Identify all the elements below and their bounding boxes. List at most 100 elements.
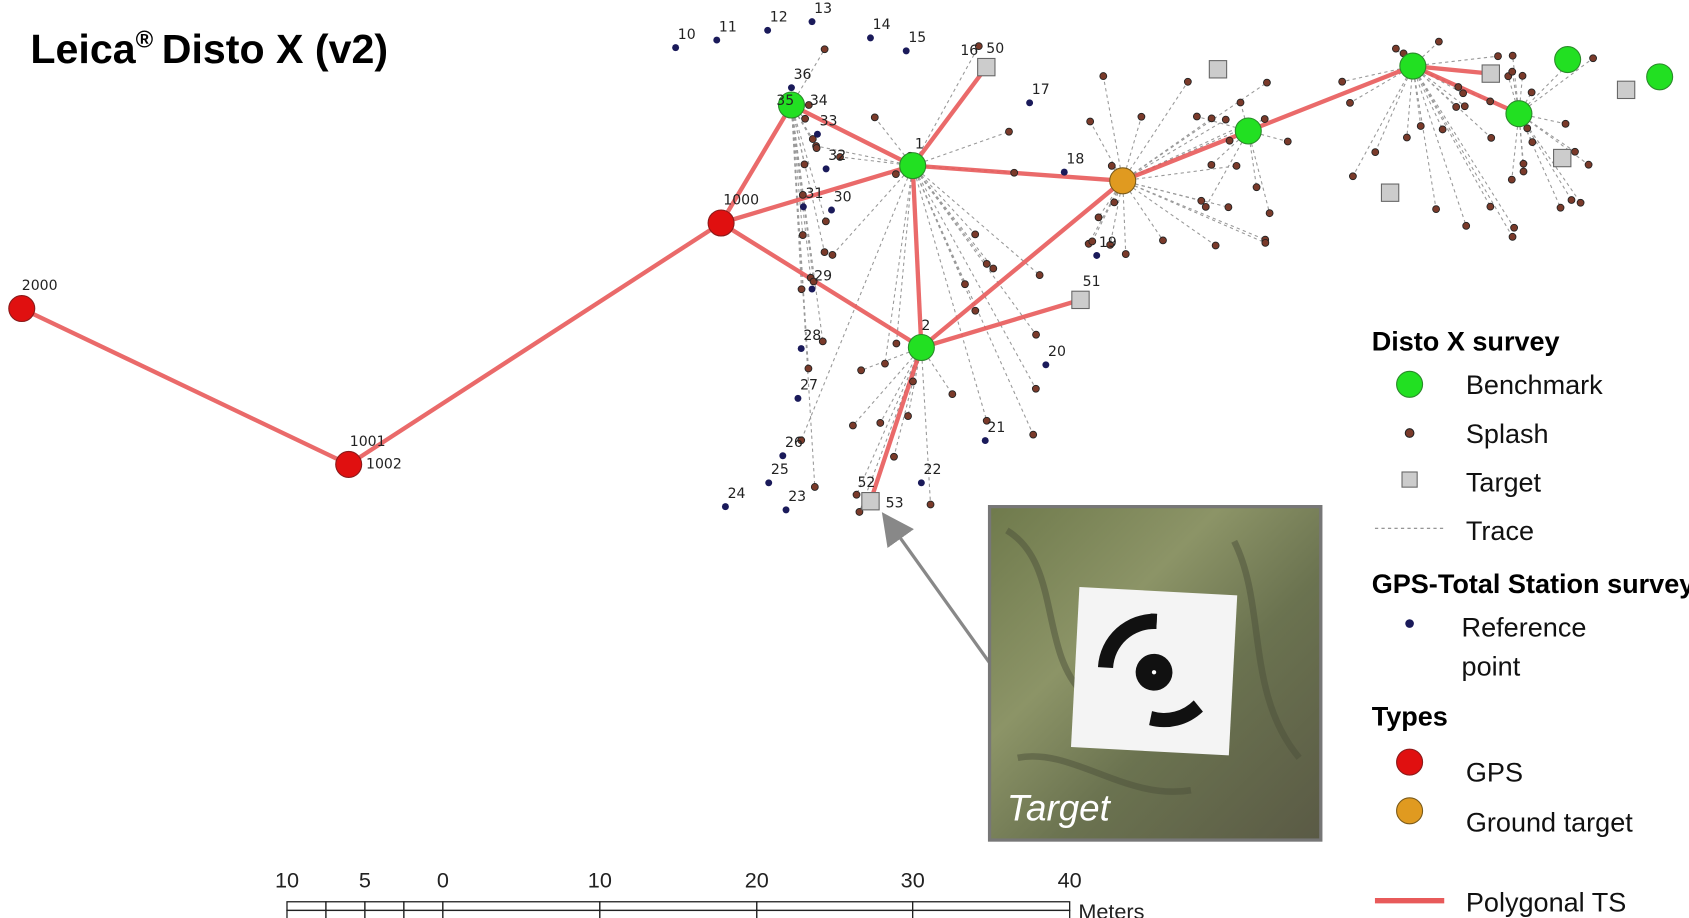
target [1072,291,1089,308]
reference-label: 36 [794,67,812,83]
splash-point [1372,149,1379,156]
reference-point [1093,252,1100,259]
legend-target-symbol [1402,472,1417,487]
scale-segment [757,902,913,911]
splash-point [1347,99,1354,106]
splash-point [1193,113,1200,120]
reference-point [867,34,874,41]
title-brand: Leica [30,26,136,72]
trace [791,105,822,341]
splash-point [1202,203,1209,210]
legend-label: Trace [1466,516,1534,546]
scale-segment [600,902,757,911]
legend-label: Splash [1466,419,1549,449]
target [862,493,879,510]
reference-label: 33 [820,114,838,130]
splash-point [805,365,812,372]
legend-label: Target [1466,467,1542,497]
trace [913,166,1034,435]
scale-tick-label: 10 [588,868,612,893]
splash-point [1184,78,1191,85]
benchmark [1400,53,1426,79]
splash-point [1284,138,1291,145]
splash-point [1590,55,1597,62]
reference-label: 17 [1032,82,1050,98]
splash-point [1266,210,1273,217]
trace [857,347,922,494]
benchmark [1647,64,1673,90]
trace [913,166,975,235]
scale-tick-label: 40 [1058,868,1082,893]
legend-label: Polygonal TS [1466,888,1626,918]
splash-point [1349,173,1356,180]
target-sheet [1071,587,1237,755]
reference-point [903,47,910,54]
splash-point [1453,103,1460,110]
splash-point [801,161,808,168]
scale-unit: Meters [1078,899,1144,918]
splash-point [799,232,806,239]
reference-point [918,479,925,486]
title: Leica®Disto X (v2) [30,26,388,72]
reference-point [672,44,679,51]
splash-point [892,171,899,178]
splash-point [1568,197,1575,204]
reference-label: 31 [806,186,824,202]
splash-point [1237,99,1244,106]
splash-point [802,115,809,122]
photo-caption: Target [1007,788,1112,829]
splash-point [1100,73,1107,80]
splash-point [1460,90,1467,97]
splash-point [1572,148,1579,155]
splash-point [983,260,990,267]
polygonal-line [921,300,1080,348]
reference-point [809,286,816,293]
scale-segment [365,910,404,918]
splash-point [1087,118,1094,125]
reference-label: 13 [814,1,832,17]
trace [913,166,1040,275]
legend-reference-wrapper: Reference point [1462,608,1614,695]
target [978,58,995,75]
scale-segment [443,902,600,911]
benchmark [908,335,934,361]
splash-point [1487,203,1494,210]
station-label: 2000 [22,278,58,294]
target [1209,61,1226,78]
trace [913,166,976,311]
target-label: 16 [960,43,978,59]
splash-point [1339,78,1346,85]
splash-point [1562,120,1569,127]
splash-point [811,483,818,490]
legend-label: Benchmark [1466,370,1603,400]
gps-station [708,210,734,236]
reference-point [800,203,807,210]
trace [1413,66,1491,207]
station-label: 34 [810,93,828,109]
scale-segment [404,910,443,918]
scale-tick-label: 0 [437,868,449,893]
reference-point [765,479,772,486]
reference-label: 11 [719,19,737,35]
splash-point [1403,134,1410,141]
scale-segment [326,910,365,918]
reference-label: 19 [1099,235,1117,251]
scale-tick-label: 10 [275,868,299,893]
splash-point [905,413,912,420]
photo-arrow [886,517,992,665]
scale-segment [287,910,326,918]
reference-point [764,27,771,34]
target [1554,149,1571,166]
title-mark: ® [136,27,154,54]
splash-point [1439,126,1446,133]
splash-point [1455,84,1462,91]
station-label: 1002 [366,457,402,473]
legend-header: Types [1372,701,1448,731]
reference-label: 10 [678,27,696,43]
reference-point [794,395,801,402]
reference-label: 27 [800,378,818,394]
splash-point [1138,113,1145,120]
reference-point [783,506,790,513]
target-arc-end [1150,614,1157,629]
